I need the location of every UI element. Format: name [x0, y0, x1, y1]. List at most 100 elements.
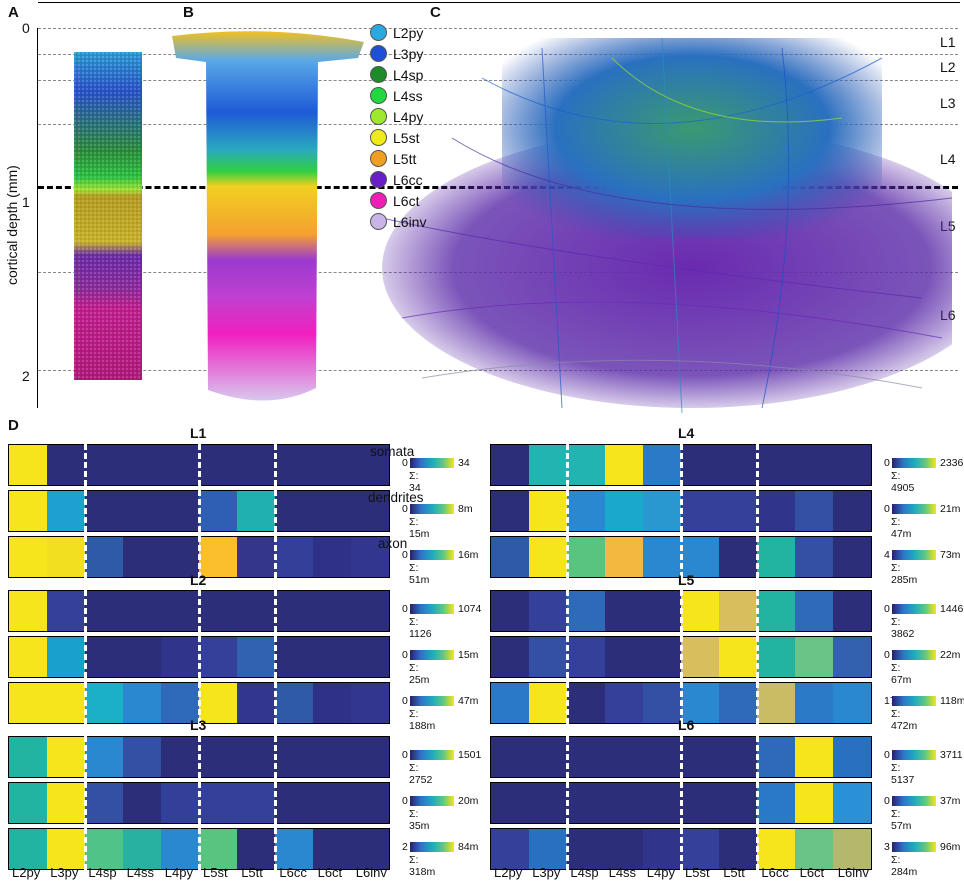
group-separator	[273, 536, 277, 578]
heatmap-cell	[161, 783, 199, 823]
group-separator	[84, 636, 88, 678]
heatmap-cell	[199, 591, 237, 631]
legend-item-l4py: L4py	[370, 106, 423, 127]
legend-dot	[370, 87, 387, 104]
heatmap-cell	[605, 445, 643, 485]
heatmap-cell	[85, 637, 123, 677]
heatmap-cell	[719, 537, 757, 577]
group-separator	[273, 636, 277, 678]
heatmap-cell	[123, 637, 161, 677]
dendrites-column-image	[172, 31, 364, 401]
group-separator	[755, 536, 759, 578]
group-separator	[680, 490, 683, 532]
heatmap-cell	[9, 637, 47, 677]
heatmap-cell	[351, 537, 389, 577]
legend-label: L2py	[393, 24, 424, 41]
colorbar-min: 0	[402, 749, 408, 761]
heatmap-cell	[681, 591, 719, 631]
colorbar-gradient	[410, 750, 454, 760]
heatmap-cell	[529, 783, 567, 823]
heatmap-cell	[275, 829, 313, 869]
legend-label: L6inv	[393, 213, 427, 230]
heatmap-cell	[275, 637, 313, 677]
heatmap-cell	[85, 491, 123, 531]
row-label-axon: axon	[378, 536, 408, 551]
heatmap-cell	[529, 829, 567, 869]
row-label-dendrites: dendrites	[368, 490, 424, 505]
legend-label: L5st	[393, 129, 420, 146]
group-separator	[566, 636, 570, 678]
heatmap-cell	[313, 737, 351, 777]
legend-dot	[370, 24, 387, 41]
group-separator	[198, 444, 201, 486]
group-separator	[84, 828, 88, 870]
colorbar-sum: Σ: 285m	[891, 562, 918, 586]
heatmap-cell	[161, 537, 199, 577]
colorbar-gradient	[410, 650, 454, 660]
heatmap-cell	[313, 637, 351, 677]
heatmap-cell	[275, 445, 313, 485]
heatmap-cell	[529, 445, 567, 485]
colorbar-min: 2	[402, 841, 408, 853]
colorbar-sum: Σ: 25m	[409, 662, 430, 686]
heatmap-cell	[199, 737, 237, 777]
heatmap-cell	[161, 637, 199, 677]
heatmap-cell	[605, 737, 643, 777]
heatmap-cell	[491, 537, 529, 577]
heatmap-cell	[795, 491, 833, 531]
heatmap-cell	[757, 829, 795, 869]
heatmap-title-l1: L1	[190, 425, 207, 441]
group-separator	[755, 682, 759, 724]
heatmap-cell	[123, 491, 161, 531]
heatmap-cell	[643, 683, 681, 723]
heatmap-cell	[199, 537, 237, 577]
group-separator	[680, 636, 683, 678]
heatmap-cell	[85, 591, 123, 631]
heatmap-cell	[123, 783, 161, 823]
group-separator	[566, 782, 570, 824]
heatmap-cell	[85, 737, 123, 777]
heatmap-row-l3-2	[8, 828, 390, 870]
heatmap-cell	[237, 591, 275, 631]
celltype-label: L6ct	[799, 865, 825, 880]
colorbar-max: 1074	[458, 603, 482, 615]
group-separator	[198, 536, 201, 578]
heatmap-cell	[9, 683, 47, 723]
group-separator	[84, 444, 88, 486]
colorbar-gradient	[892, 796, 936, 806]
heatmap-cell	[795, 537, 833, 577]
heatmap-cell	[643, 591, 681, 631]
heatmap-cell	[681, 537, 719, 577]
heatmap-cell	[313, 491, 351, 531]
colorbar-min: 0	[884, 503, 890, 515]
colorbar-sum: Σ: 51m	[409, 562, 430, 586]
tick-0: 0	[22, 20, 30, 36]
legend-dot	[370, 213, 387, 230]
heatmap-row-l5-1	[490, 636, 872, 678]
heatmap-cell	[85, 829, 123, 869]
heatmap-cell	[313, 591, 351, 631]
heatmap-title-l2: L2	[190, 572, 207, 588]
legend-dot	[370, 171, 387, 188]
heatmap-cell	[161, 445, 199, 485]
colorbar-max: 84m	[458, 841, 479, 853]
heatmap-cell	[833, 683, 871, 723]
layer-boundary-2	[38, 80, 958, 81]
legend-label: L4py	[393, 108, 424, 125]
group-separator	[566, 590, 570, 632]
legend-dot	[370, 108, 387, 125]
colorbar-gradient	[892, 650, 936, 660]
colorbar-max: 15m	[458, 649, 479, 661]
heatmap-cell	[199, 637, 237, 677]
heatmap-cell	[795, 637, 833, 677]
layer-label-l2: L2	[940, 59, 956, 75]
heatmap-row-l1-1	[8, 490, 390, 532]
colorbar-sum: Σ: 47m	[891, 516, 912, 540]
heatmap-cell	[605, 829, 643, 869]
celltype-label: L5st	[203, 865, 228, 880]
heatmap-cell	[47, 637, 85, 677]
colorbar-gradient	[892, 550, 936, 560]
heatmap-cell	[237, 445, 275, 485]
heatmap-cell	[47, 783, 85, 823]
heatmap-cell	[351, 445, 389, 485]
